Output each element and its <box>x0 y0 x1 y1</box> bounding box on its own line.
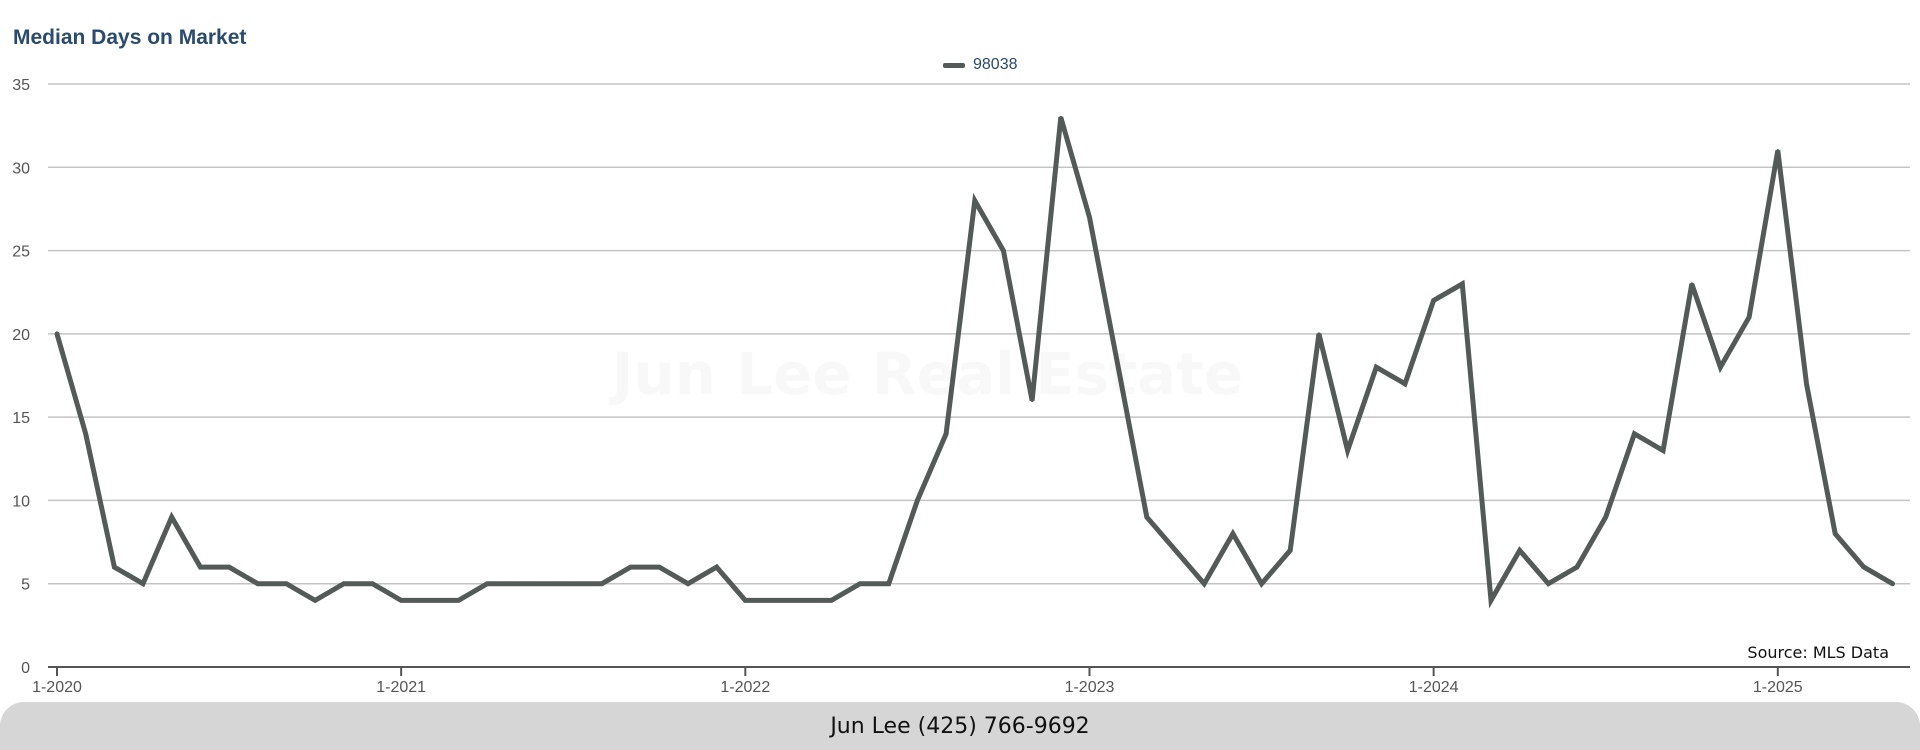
y-tick-label: 30 <box>12 160 30 177</box>
data-point <box>227 565 231 569</box>
data-point <box>1776 149 1780 153</box>
data-point <box>1202 582 1206 586</box>
data-point <box>1489 598 1493 602</box>
footer-bar: Jun Lee (425) 766-9692 <box>0 702 1920 750</box>
data-point <box>1432 299 1436 303</box>
data-point <box>1001 249 1005 253</box>
data-point <box>543 582 547 586</box>
data-point <box>1718 365 1722 369</box>
footer-contact: Jun Lee (425) 766-9692 <box>830 713 1090 739</box>
data-point <box>1747 315 1751 319</box>
data-point <box>342 582 346 586</box>
data-point <box>1661 448 1665 452</box>
data-point <box>256 582 260 586</box>
chart-title: Median Days on Market <box>13 26 247 49</box>
data-point <box>370 582 374 586</box>
data-point <box>743 598 747 602</box>
x-tick-label: 1-2024 <box>1409 679 1459 696</box>
legend-swatch <box>943 62 965 68</box>
data-point <box>1403 382 1407 386</box>
x-tick-label: 1-2021 <box>376 679 426 696</box>
data-point <box>485 582 489 586</box>
data-point <box>1116 365 1120 369</box>
y-tick-label: 0 <box>21 660 30 677</box>
data-point <box>1059 115 1063 119</box>
y-tick-label: 5 <box>21 577 30 594</box>
data-point <box>772 598 776 602</box>
data-point <box>313 598 317 602</box>
data-point <box>600 582 604 586</box>
y-tick-label: 15 <box>12 410 30 427</box>
data-point <box>571 582 575 586</box>
x-tick-label: 1-2025 <box>1753 679 1803 696</box>
data-point <box>915 498 919 502</box>
line-chart: 0 5 10 15 20 25 30 35 1-2020 1-2021 1-2022 1-2023 1-… <box>12 77 1910 696</box>
data-point <box>284 582 288 586</box>
data-point <box>514 582 518 586</box>
data-point <box>141 582 145 586</box>
x-tick-label: 1-2020 <box>32 679 82 696</box>
data-point <box>1260 582 1264 586</box>
data-point <box>399 598 403 602</box>
data-point <box>973 199 977 203</box>
data-point <box>1174 548 1178 552</box>
data-point <box>944 432 948 436</box>
data-point <box>801 598 805 602</box>
data-point <box>198 565 202 569</box>
data-point <box>1862 565 1866 569</box>
data-point <box>1891 582 1895 586</box>
data-point <box>428 598 432 602</box>
data-point <box>1804 382 1808 386</box>
data-point <box>629 565 633 569</box>
data-point <box>84 432 88 436</box>
y-tick-label: 35 <box>12 77 30 94</box>
chart-legend: 98038 <box>943 56 1018 74</box>
y-tick-label: 25 <box>12 244 30 261</box>
data-point <box>686 582 690 586</box>
data-point <box>1460 282 1464 286</box>
y-tick-label: 10 <box>12 493 30 510</box>
data-point <box>55 332 59 336</box>
data-point <box>829 598 833 602</box>
data-point <box>1690 282 1694 286</box>
data-point <box>1632 432 1636 436</box>
data-point <box>1030 398 1034 402</box>
data-point <box>112 565 116 569</box>
legend-label: 98038 <box>973 56 1018 73</box>
data-point <box>1604 515 1608 519</box>
source-note: Source: MLS Data <box>1747 643 1889 662</box>
data-point <box>1346 448 1350 452</box>
data-point <box>858 582 862 586</box>
data-point <box>1317 332 1321 336</box>
x-tick-label: 1-2023 <box>1065 679 1115 696</box>
data-point <box>1546 582 1550 586</box>
x-tick-label: 1-2022 <box>720 679 770 696</box>
data-point <box>657 565 661 569</box>
data-point <box>457 598 461 602</box>
data-point <box>1374 365 1378 369</box>
data-point <box>1833 532 1837 536</box>
data-point <box>1145 515 1149 519</box>
series-line-98038 <box>54 116 1895 609</box>
data-point <box>1518 548 1522 552</box>
data-point <box>1575 565 1579 569</box>
data-point <box>1087 215 1091 219</box>
data-point <box>170 515 174 519</box>
data-point <box>1231 532 1235 536</box>
y-tick-label: 20 <box>12 327 30 344</box>
data-point <box>715 565 719 569</box>
data-point <box>887 582 891 586</box>
data-point <box>1288 548 1292 552</box>
